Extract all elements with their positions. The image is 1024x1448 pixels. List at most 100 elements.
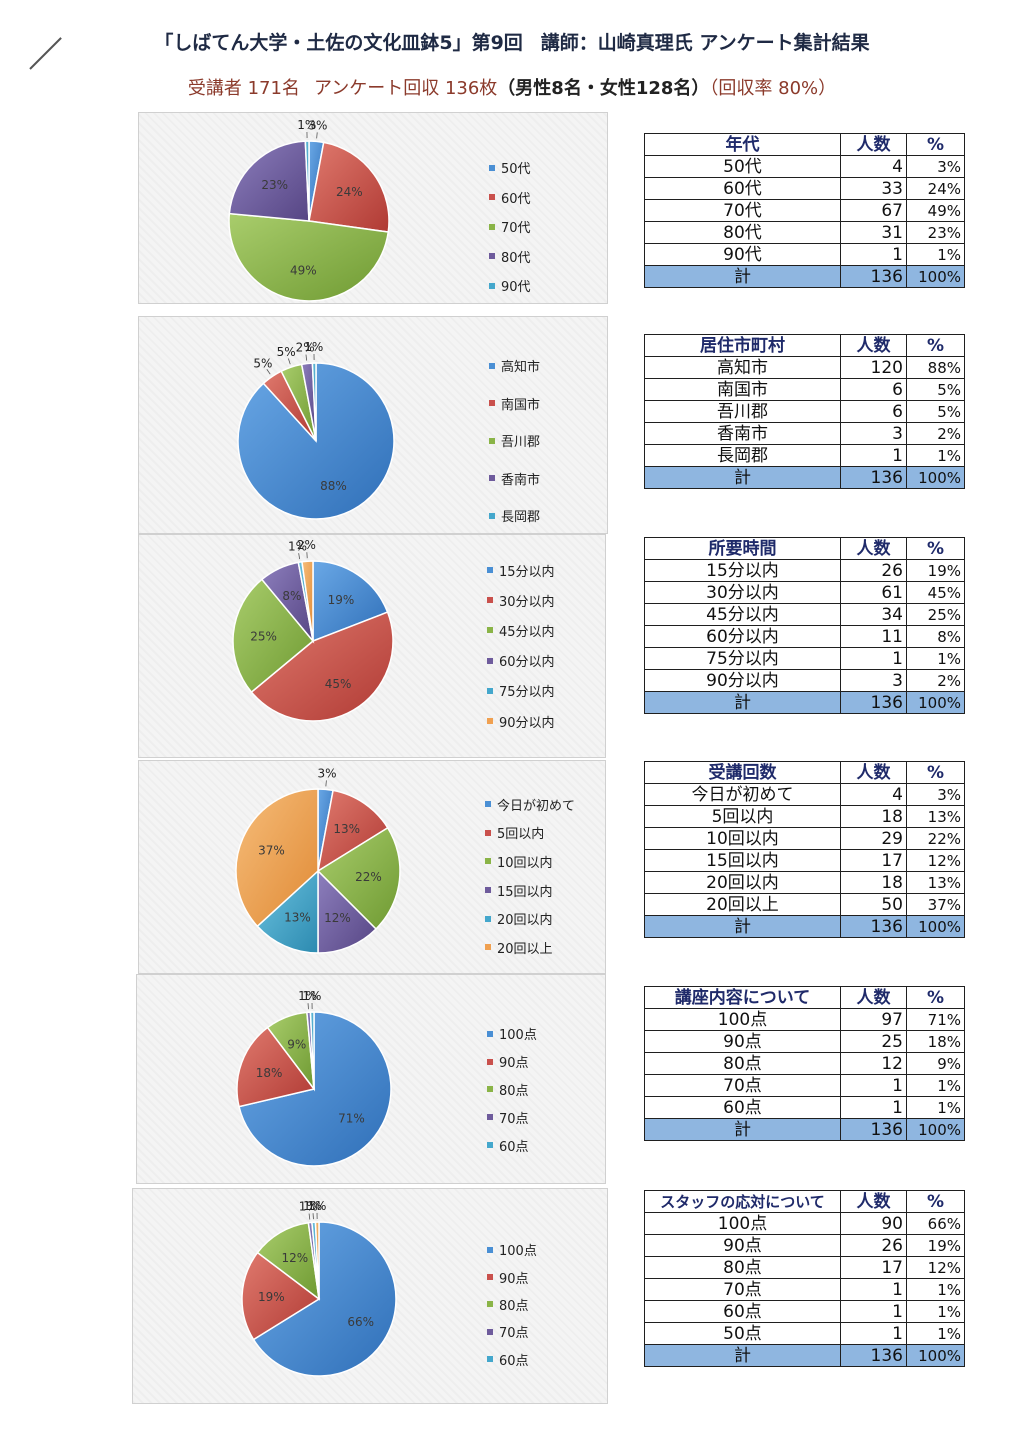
table-header-cell: 人数 <box>840 334 907 357</box>
legend-label: 90点 <box>499 1056 529 1072</box>
table-cell: 1% <box>906 1300 965 1323</box>
table-total-row: 計 136 100% <box>644 466 965 489</box>
legend-item: 100点 <box>487 1236 537 1263</box>
slice-label: 13% <box>284 911 311 925</box>
table-cell: 34 <box>840 603 907 626</box>
legend-label: 90点 <box>499 1271 529 1287</box>
pie-chart: 71% 18% 9% 1%1% <box>236 989 392 1167</box>
slice-label: 3% <box>308 118 327 132</box>
table-cell: 今日が初めて <box>644 783 841 806</box>
table-header-cell: 受講回数 <box>644 761 841 784</box>
slice-label: 71% <box>338 1112 365 1126</box>
legend-swatch <box>489 437 495 444</box>
table-cell: 17 <box>840 849 907 872</box>
legend-item: 60点 <box>487 1346 537 1373</box>
pie-slice <box>309 1011 315 1090</box>
table-cell: 30分以内 <box>644 581 841 604</box>
legend-swatch <box>487 1086 493 1093</box>
legend-swatch <box>489 253 495 260</box>
leader-line <box>298 553 301 560</box>
table-cell: 22% <box>906 827 965 850</box>
table-cell: 100点 <box>644 1008 841 1031</box>
legend-swatch <box>489 362 495 369</box>
table-cell: 67 <box>840 199 907 222</box>
pie-chart-panel: 66% 19% 12% 1% 1% 1% 100点 90点 80点 70点 60点 <box>132 1188 608 1404</box>
table-header-cell: 講座内容について <box>644 986 841 1009</box>
legend-item: 20回以内 <box>485 904 575 933</box>
table-cell: 100% <box>906 915 965 938</box>
table-cell: 1 <box>840 1278 907 1301</box>
collected-count: アンケート回収 136枚 <box>313 78 498 99</box>
legend-label: 45分以内 <box>499 624 555 640</box>
slice-label: 66% <box>347 1315 374 1329</box>
legend-swatch <box>489 164 495 171</box>
table-row: 吾川郡 6 5% <box>644 400 965 423</box>
table-cell: 49% <box>906 199 965 222</box>
table-cell: 計 <box>644 691 841 714</box>
table-row: 20回以内 18 13% <box>644 871 965 894</box>
pie-slice <box>301 560 314 642</box>
table-cell: 18 <box>840 805 907 828</box>
table-cell: 1% <box>906 1096 965 1119</box>
table-row: 50代 4 3% <box>644 155 965 178</box>
table-total-row: 計 136 100% <box>644 915 965 938</box>
table-cell: 71% <box>906 1008 965 1031</box>
chart-legend: 今日が初めて 5回以内 10回以内 15回以内 20回以内 20回以上 <box>485 790 575 962</box>
table-cell: 2% <box>906 422 965 445</box>
slice-label: 22% <box>355 870 382 884</box>
legend-label: 30分以内 <box>499 594 555 610</box>
pie-slice <box>250 611 394 722</box>
legend-item: 60分以内 <box>487 646 555 676</box>
table-total-row: 計 136 100% <box>644 265 965 288</box>
stats-table: 講座内容について 人数% 100点 97 71% 90点 25 18% 80点 12 9% 70点 1 1… <box>644 986 965 1141</box>
pie-chart-panel: 3% 24% 49% 23% 1% 50代 60代 70代 80代 90代 <box>138 112 608 304</box>
table-cell: 80点 <box>644 1052 841 1075</box>
table-row: 70点 1 1% <box>644 1278 965 1301</box>
slice-label: 13% <box>333 822 360 836</box>
pie-slice <box>236 1026 316 1108</box>
legend-item: 80代 <box>489 242 531 272</box>
table-cell: 136 <box>840 466 907 489</box>
slice-label: 5% <box>277 345 296 359</box>
pie-slice <box>317 869 378 954</box>
legend-label: 今日が初めて <box>497 798 576 814</box>
page-subtitle: 受講者 171名 アンケート回収 136枚（男性8名・女性128名）（回収率 80… <box>0 74 1024 100</box>
table-header-cell: % <box>906 133 965 156</box>
table-row: 70代 67 49% <box>644 199 965 222</box>
slice-label: 24% <box>336 185 363 199</box>
table-cell: 97 <box>840 1008 907 1031</box>
table-cell: 20回以内 <box>644 871 841 894</box>
table-row: 70点 1 1% <box>644 1074 965 1097</box>
table-cell: 25% <box>906 603 965 626</box>
table-header-cell: 人数 <box>840 986 907 1009</box>
slice-label: 37% <box>258 844 285 858</box>
leader-line <box>325 780 327 787</box>
legend-item: 長岡郡 <box>489 497 540 535</box>
slice-label: 23% <box>261 178 288 192</box>
table-row: 高知市 120 88% <box>644 356 965 379</box>
table-cell: 26 <box>840 559 907 582</box>
table-row: 30分以内 61 45% <box>644 581 965 604</box>
legend-item: 吾川郡 <box>489 422 540 460</box>
legend-swatch <box>487 1274 493 1281</box>
legend-item: 70代 <box>489 212 531 242</box>
table-cell: 3 <box>840 422 907 445</box>
table-cell: 50点 <box>644 1322 841 1345</box>
legend-label: 60代 <box>501 191 531 207</box>
title-lecturer: 講師：山崎真理氏 アンケート集計結果 <box>540 32 870 54</box>
pie-slice <box>256 1221 320 1301</box>
pie-slice <box>312 560 389 643</box>
legend-swatch <box>485 915 491 922</box>
table-cell: 70点 <box>644 1278 841 1301</box>
table-row: 45分以内 34 25% <box>644 603 965 626</box>
table-cell: 5回以内 <box>644 805 841 828</box>
legend-item: 5回以内 <box>485 819 575 848</box>
stats-table: 居住市町村 人数% 高知市 120 88% 南国市 6 5% 吾川郡 6 5% 香南市 3 2% 長岡郡 1 1… <box>644 334 965 489</box>
legend-item: 60点 <box>487 1131 537 1159</box>
legend-label: 60点 <box>499 1139 529 1155</box>
legend-label: 吾川郡 <box>501 435 541 451</box>
pie-slice <box>237 362 395 520</box>
table-cell: 13% <box>906 805 965 828</box>
legend-label: 15回以内 <box>497 884 553 900</box>
table-row: 80点 12 9% <box>644 1052 965 1075</box>
